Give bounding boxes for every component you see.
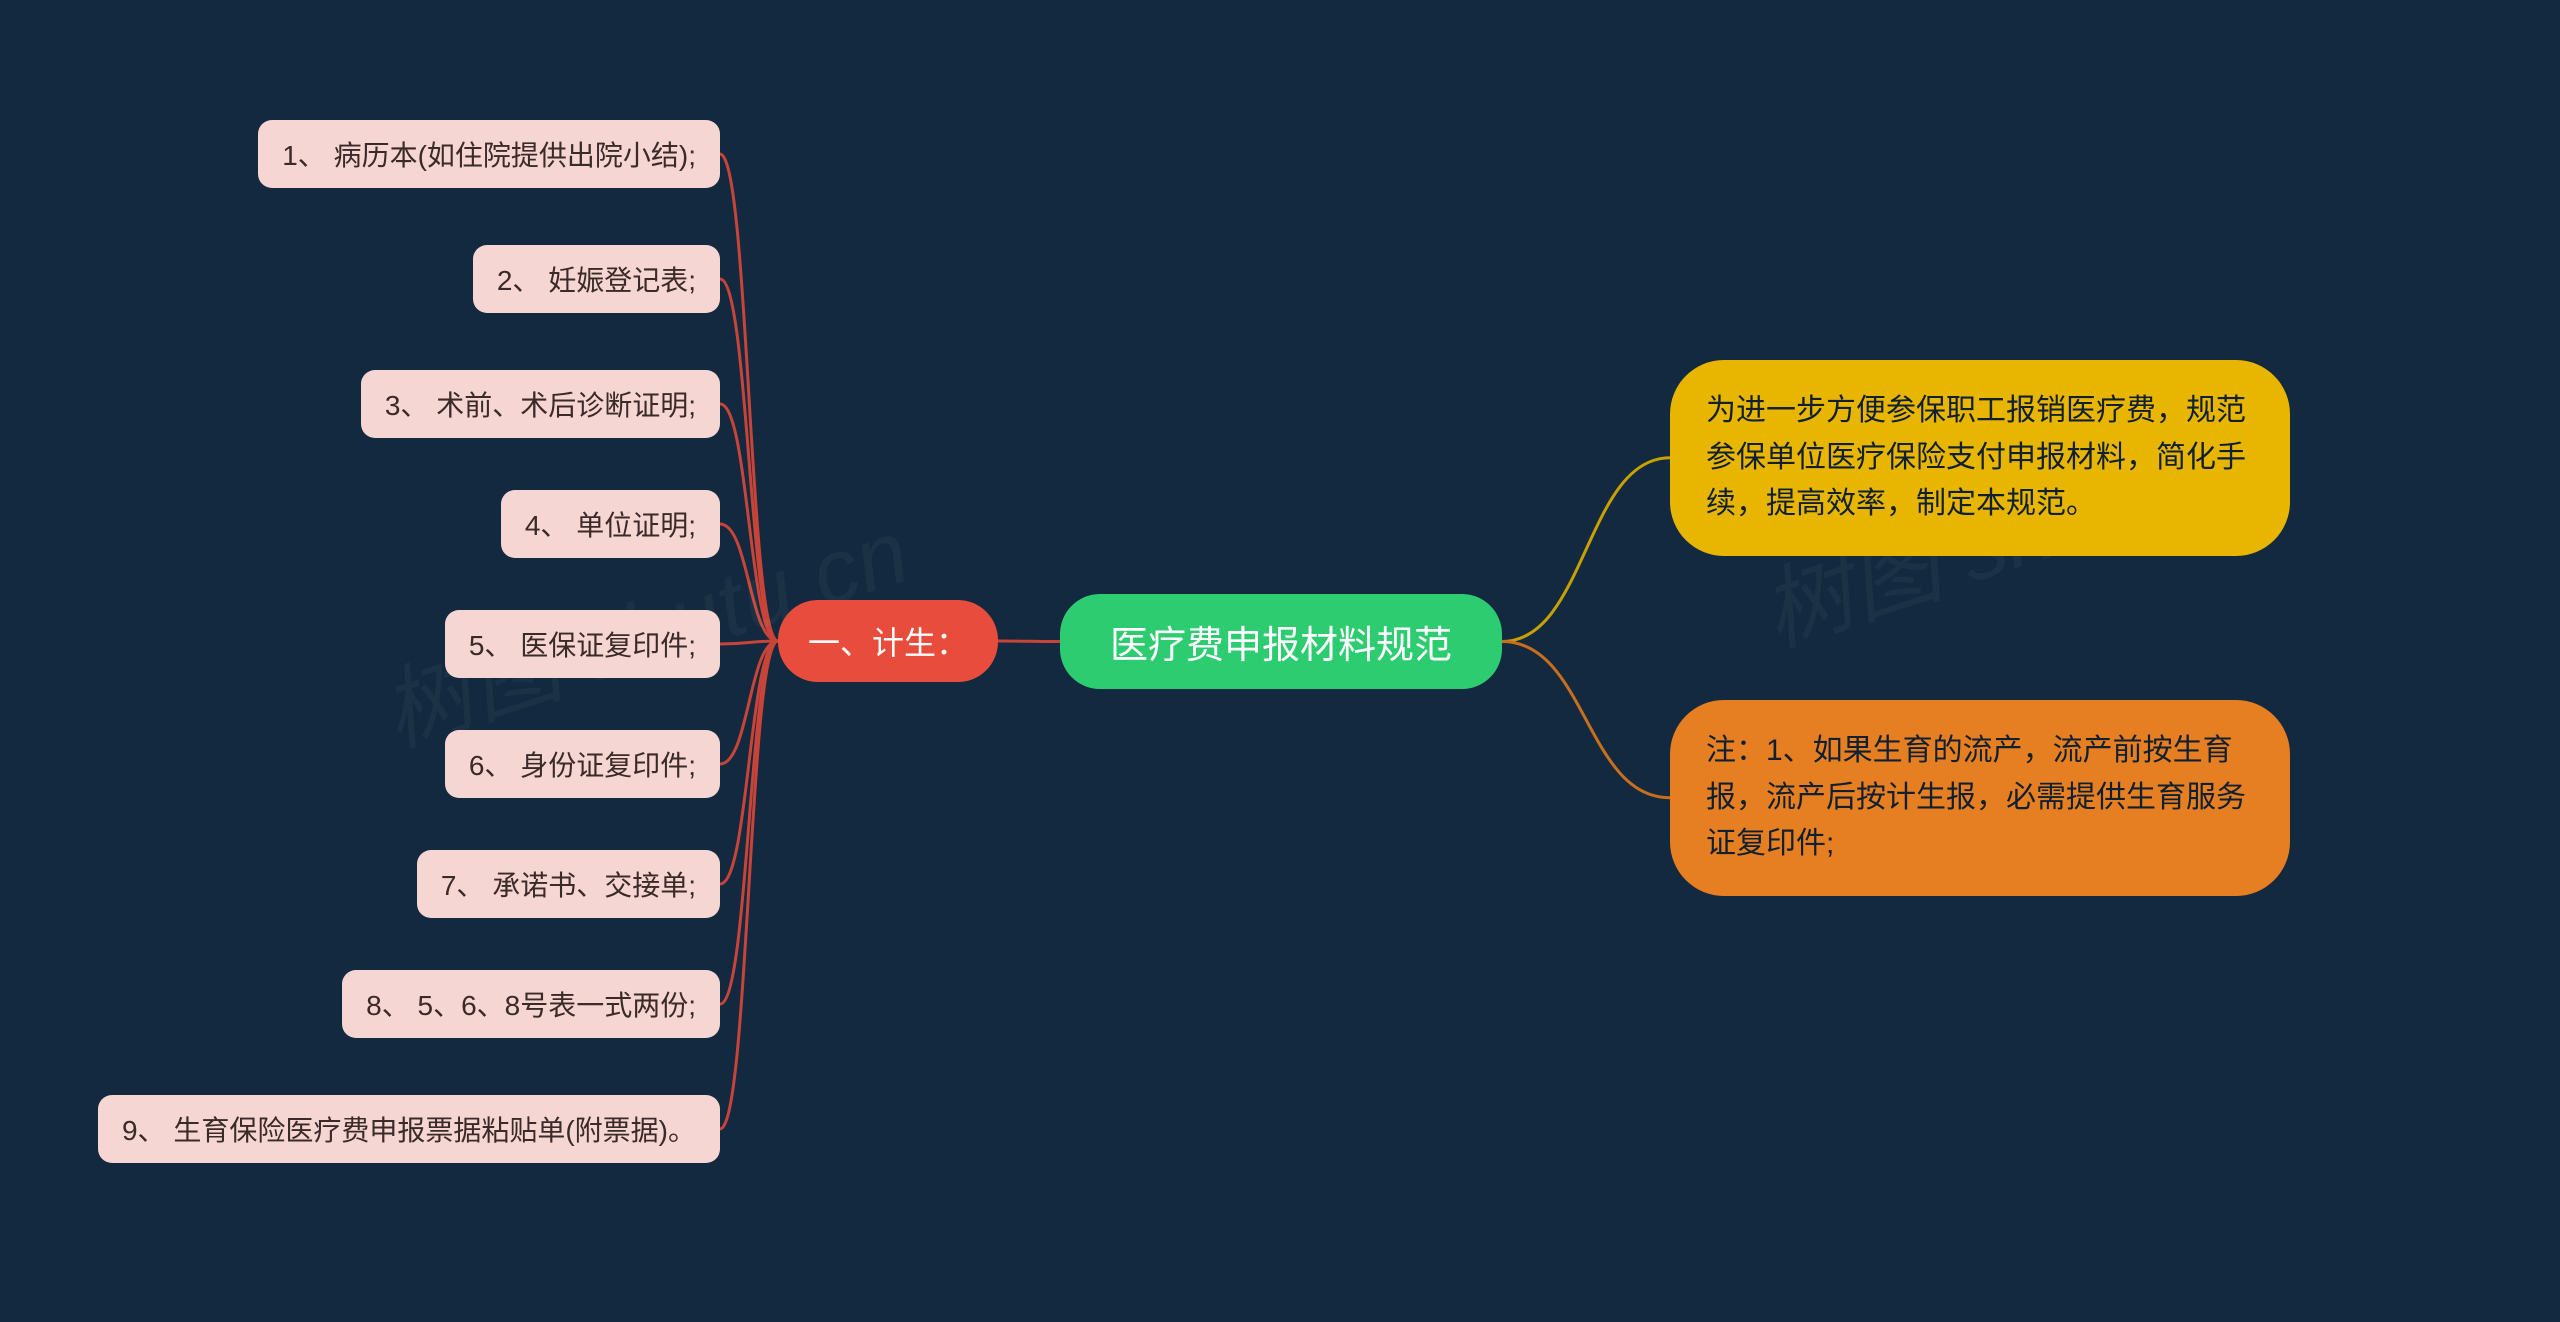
- left-item: 4、 单位证明;: [501, 490, 720, 558]
- left-item: 2、 妊娠登记表;: [473, 245, 720, 313]
- left-item: 7、 承诺书、交接单;: [417, 850, 720, 918]
- left-item: 3、 术前、术后诊断证明;: [361, 370, 720, 438]
- left-item: 5、 医保证复印件;: [445, 610, 720, 678]
- left-item: 6、 身份证复印件;: [445, 730, 720, 798]
- right-branch-node: 为进一步方便参保职工报销医疗费，规范参保单位医疗保险支付申报材料，简化手续，提高…: [1670, 360, 2290, 556]
- left-item: 9、 生育保险医疗费申报票据粘贴单(附票据)。: [98, 1095, 720, 1163]
- right-branch-node: 注：1、如果生育的流产，流产前按生育报，流产后按计生报，必需提供生育服务证复印件…: [1670, 700, 2290, 896]
- left-item: 1、 病历本(如住院提供出院小结);: [258, 120, 720, 188]
- left-branch-node: 一、计生：: [778, 600, 998, 682]
- left-item: 8、 5、6、8号表一式两份;: [342, 970, 720, 1038]
- center-node: 医疗费申报材料规范: [1060, 594, 1502, 689]
